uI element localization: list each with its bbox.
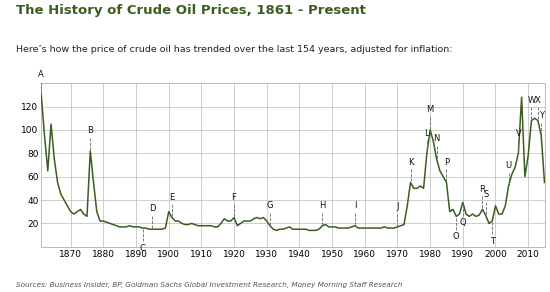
- Text: L: L: [425, 128, 429, 138]
- Text: D: D: [149, 204, 156, 213]
- Text: O: O: [453, 232, 460, 241]
- Text: Y: Y: [539, 111, 544, 120]
- Text: W: W: [527, 96, 536, 105]
- Text: The History of Crude Oil Prices, 1861 - Present: The History of Crude Oil Prices, 1861 - …: [16, 4, 366, 18]
- Text: Sources: Business Insider, BP, Goldman Sachs Global Investment Research, Money M: Sources: Business Insider, BP, Goldman S…: [16, 282, 403, 288]
- Text: V: V: [515, 128, 521, 138]
- Text: K: K: [408, 158, 413, 167]
- Text: S: S: [483, 190, 488, 199]
- Text: E: E: [169, 193, 174, 202]
- Text: A: A: [39, 70, 44, 79]
- Text: G: G: [267, 201, 273, 210]
- Text: U: U: [505, 161, 512, 170]
- Text: X: X: [535, 96, 541, 105]
- Text: T: T: [490, 237, 494, 246]
- Text: N: N: [433, 134, 440, 143]
- Text: F: F: [232, 193, 236, 202]
- Text: Q: Q: [459, 218, 466, 227]
- Text: I: I: [354, 201, 356, 210]
- Text: P: P: [444, 158, 449, 167]
- Text: H: H: [319, 201, 326, 210]
- Text: R: R: [480, 185, 485, 194]
- Text: J: J: [396, 202, 399, 211]
- Text: B: B: [87, 126, 93, 135]
- Text: Here’s how the price of crude oil has trended over the last 154 years, adjusted : Here’s how the price of crude oil has tr…: [16, 45, 453, 54]
- Text: C: C: [140, 244, 146, 253]
- Text: M: M: [426, 105, 434, 114]
